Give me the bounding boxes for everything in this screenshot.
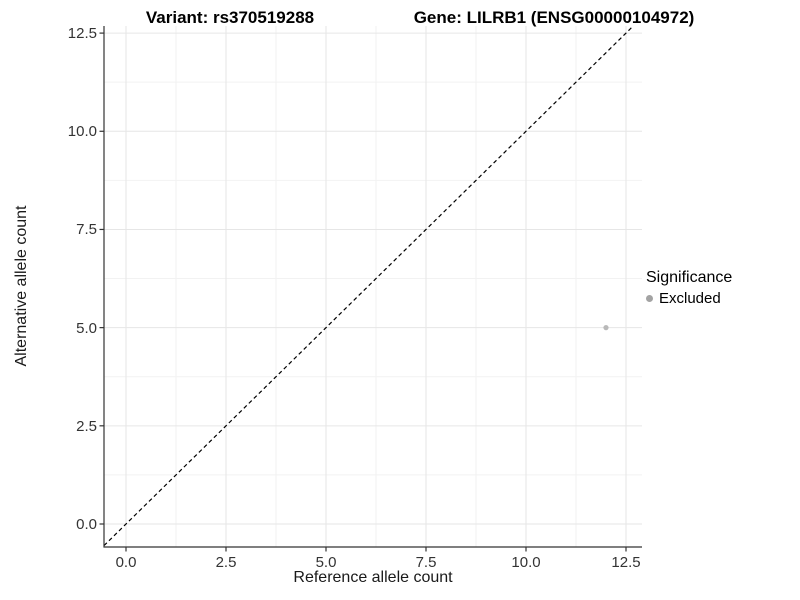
x-tick-label: 0.0 (115, 554, 137, 571)
plot-title-variant: Variant: rs370519288 (145, 8, 315, 27)
x-tick-label: 10.0 (511, 554, 541, 571)
legend-key-dot-icon (646, 295, 653, 302)
y-tick-label: 12.5 (67, 25, 97, 43)
x-axis-title: Reference allele count (293, 569, 453, 586)
y-tick-label: 10.0 (67, 123, 97, 141)
identity-line (103, 25, 634, 547)
x-tick-label: 7.5 (415, 554, 437, 571)
legend-entry-label: Excluded (659, 290, 721, 307)
x-tick-label: 12.5 (611, 554, 641, 571)
y-tick-label: 7.5 (76, 221, 97, 239)
x-tick-label: 5.0 (315, 554, 337, 571)
legend-entry: Excluded (646, 290, 732, 307)
legend-entries: Excluded (646, 290, 732, 307)
x-tick-label: 2.5 (215, 554, 237, 571)
plot-title-gene: Gene: LILRB1 (ENSG00000104972) (413, 8, 695, 27)
y-tick-label: 5.0 (76, 319, 97, 337)
legend: Significance Excluded (646, 269, 732, 307)
legend-title: Significance (646, 269, 733, 286)
y-axis-title: Alternative allele count (13, 205, 30, 367)
y-tick-label: 0.0 (76, 516, 97, 533)
data-point (603, 325, 609, 331)
y-tick-label: 2.5 (76, 417, 97, 435)
